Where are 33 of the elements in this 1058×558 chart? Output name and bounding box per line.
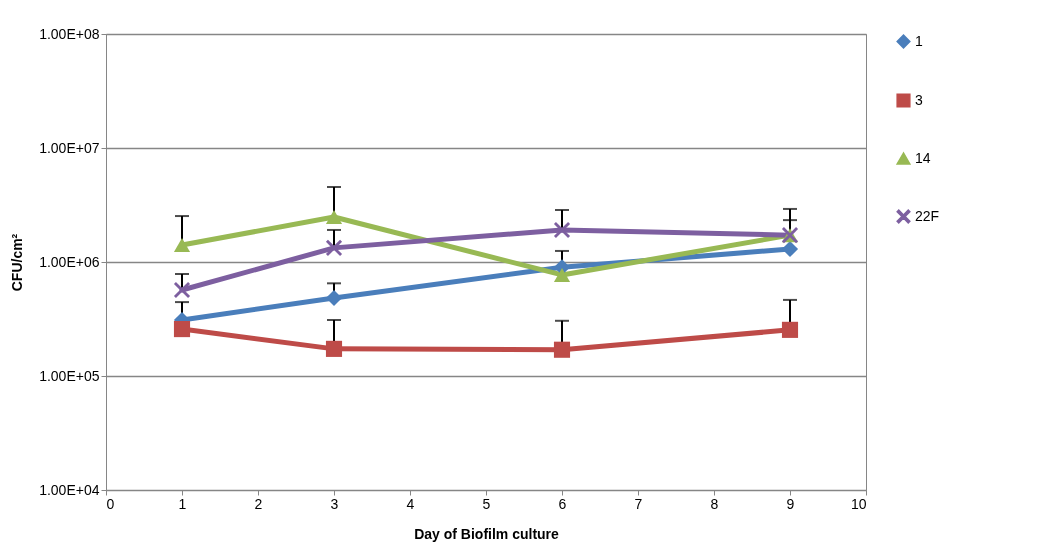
legend-label: 3 [915, 91, 923, 108]
x-tick-label: 3 [330, 495, 339, 512]
x-axis-title: Day of Biofilm culture [414, 525, 560, 542]
x-tick-label: 9 [786, 495, 795, 512]
x-tick-label: 8 [710, 495, 719, 512]
y-tick-label: 1.00E+04 [39, 481, 100, 498]
x-tick-label: 5 [482, 495, 491, 512]
legend-label: 22F [915, 207, 940, 224]
y-tick-label: 1.00E+08 [39, 25, 100, 42]
point [173, 281, 191, 299]
point [553, 341, 571, 358]
x-tick-label: 7 [634, 495, 643, 512]
y-tick-label: 1.00E+05 [39, 367, 100, 384]
y-axis-title: CFU/cm² [9, 233, 26, 292]
x-tick-label: 2 [254, 495, 263, 512]
point [173, 321, 191, 338]
y-tick-label: 1.00E+06 [39, 253, 100, 270]
point [553, 267, 571, 282]
point [325, 239, 343, 256]
x-tick-label: 0 [106, 495, 115, 512]
point [325, 289, 343, 307]
x-tick-label: 1 [178, 495, 187, 512]
x-tick-label: 6 [558, 495, 567, 512]
point [325, 340, 343, 357]
y-tick-label: 1.00E+07 [39, 139, 100, 156]
point [325, 210, 343, 225]
legend-label: 1 [915, 32, 923, 49]
point [553, 221, 571, 239]
x-tick-label: 10 [850, 495, 867, 512]
point [781, 321, 799, 338]
point [173, 238, 191, 252]
legend-label: 14 [915, 149, 931, 166]
x-tick-label: 4 [406, 495, 415, 512]
